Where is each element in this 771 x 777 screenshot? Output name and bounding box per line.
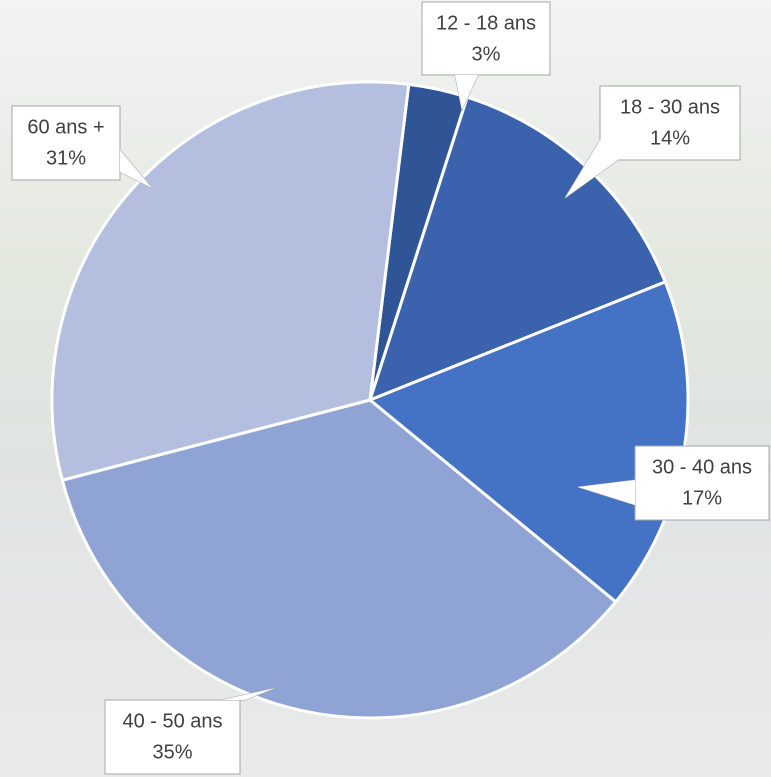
callout-box bbox=[11, 105, 121, 181]
callout-box bbox=[421, 1, 551, 76]
category-label: 60 ans + bbox=[27, 116, 104, 138]
category-label: 30 - 40 ans bbox=[652, 456, 752, 478]
callout-pointer-cover bbox=[578, 480, 635, 505]
value-label: 17% bbox=[682, 487, 722, 509]
value-label: 14% bbox=[650, 127, 690, 149]
callout-pointer-cover bbox=[120, 150, 152, 188]
callout-pointer-cover bbox=[222, 688, 275, 700]
callout-pointer-cover bbox=[565, 140, 618, 198]
callout-pointer-cover bbox=[455, 75, 478, 110]
category-label: 18 - 30 ans bbox=[620, 96, 720, 118]
category-label: 40 - 50 ans bbox=[122, 710, 222, 732]
value-label: 35% bbox=[152, 741, 192, 763]
callout-box bbox=[104, 699, 241, 775]
callout-box bbox=[599, 85, 741, 161]
callouts: 12 - 18 ans 3% 18 - 30 ans 14% 30 - 40 ans 17… bbox=[11, 1, 770, 775]
category-label: 12 - 18 ans bbox=[436, 12, 536, 34]
value-label: 3% bbox=[472, 43, 501, 65]
callout-box bbox=[634, 445, 770, 521]
pie bbox=[50, 80, 690, 720]
value-label: 31% bbox=[46, 147, 86, 169]
pie-slice bbox=[60, 398, 618, 720]
